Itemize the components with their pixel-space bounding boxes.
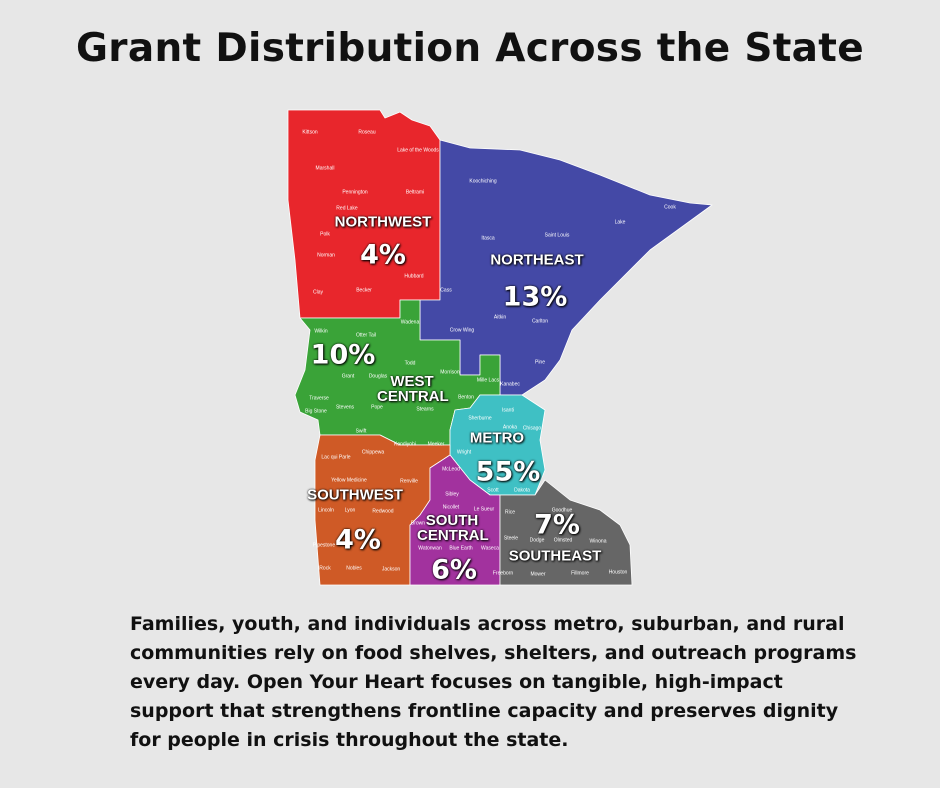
county-label: Le Sueur (474, 506, 495, 512)
county-label: Mower (530, 571, 545, 577)
county-label: Redwood (372, 508, 393, 514)
county-label: Scott (487, 487, 499, 493)
region-name: METRO (469, 429, 525, 447)
county-label: Beltrami (406, 189, 424, 195)
county-label: Sibley (445, 491, 459, 497)
county-label: Houston (609, 569, 628, 575)
county-label: Otter Tail (356, 332, 376, 338)
county-label: McLeod (442, 466, 460, 472)
county-label: Watonwan (418, 545, 442, 551)
county-label: Traverse (309, 395, 329, 401)
county-label: Pope (371, 404, 383, 410)
county-label: Norman (317, 252, 335, 258)
county-label: Kanabec (500, 381, 520, 387)
county-label: Wadena (401, 319, 420, 325)
region-name: SOUTH CENTRAL (417, 512, 489, 544)
county-label: Itasca (481, 235, 495, 241)
county-label: Cook (664, 204, 676, 210)
county-label: Marshall (316, 165, 335, 171)
county-label: Carlton (532, 318, 548, 324)
county-label: Winona (590, 538, 607, 544)
county-label: Steele (504, 535, 518, 541)
county-label: Stearns (416, 406, 434, 412)
county-label: Benton (458, 394, 474, 400)
county-label: Nobles (346, 565, 362, 571)
region-name: SOUTHEAST (508, 547, 602, 565)
region-name: WEST CENTRAL (377, 373, 449, 405)
county-label: Lac qui Parle (321, 454, 350, 460)
county-label: Jackson (382, 566, 401, 572)
county-label: Pine (535, 359, 545, 365)
region-name: NORTHWEST (334, 213, 432, 231)
county-label: Mille Lacs (477, 377, 500, 383)
region-name: NORTHEAST (490, 251, 584, 269)
county-label: Chippewa (362, 449, 384, 455)
county-label: Meeker (428, 441, 445, 447)
county-label: Lincoln (318, 507, 334, 513)
county-label: Freeborn (493, 570, 514, 576)
county-label: Isanti (502, 407, 514, 413)
county-label: Becker (356, 287, 372, 293)
county-label: Wright (457, 449, 472, 455)
county-label: Dodge (530, 537, 545, 543)
county-label: Stevens (336, 404, 355, 410)
region (409, 454, 501, 586)
county-label: Goodhue (552, 507, 573, 513)
region-percent: 55% (475, 456, 541, 488)
county-label: Yellow Medicine (331, 477, 367, 483)
county-label: Olmsted (554, 537, 573, 543)
county-label: Pipestone (313, 542, 335, 548)
county-label: Lake of the Woods (397, 147, 439, 153)
county-label: Cass (440, 287, 452, 293)
county-label: Morrison (440, 369, 460, 375)
region-name: SOUTHWEST (307, 486, 403, 504)
county-label: Wilkin (314, 328, 328, 334)
description: Families, youth, and individuals across … (130, 613, 857, 751)
county-label: Lake (615, 219, 626, 225)
county-label: Grant (342, 373, 355, 379)
county-label: Renville (400, 478, 418, 484)
county-label: Lyon (345, 507, 356, 513)
county-label: Douglas (369, 373, 388, 379)
region (499, 479, 633, 586)
county-label: Anoka (503, 424, 517, 430)
region-percent: 6% (431, 554, 477, 586)
region-percent: 13% (502, 281, 568, 313)
county-label: Kittson (302, 129, 318, 135)
county-label: Rice (505, 509, 515, 515)
county-label: Waseca (481, 545, 499, 551)
county-label: Pennington (342, 189, 368, 195)
county-label: Todd (405, 360, 416, 366)
county-label: Hubbard (404, 273, 423, 279)
county-label: Crow Wing (450, 327, 475, 333)
region-percent: 7% (534, 509, 580, 541)
county-label: Nicollet (443, 504, 460, 510)
county-label: Polk (320, 231, 330, 237)
county-label: Rock (319, 565, 331, 571)
title: Grant Distribution Across the State (76, 26, 864, 71)
county-label: Swift (356, 428, 367, 434)
county-label: Chisago (523, 425, 542, 431)
region-percent: 4% (335, 524, 381, 556)
county-label: Aitkin (494, 314, 506, 320)
county-label: Red Lake (336, 205, 358, 211)
county-label: Saint Louis (545, 232, 570, 238)
county-label: Big Stone (305, 408, 327, 414)
region-percent: 10% (310, 339, 376, 371)
county-label: Dakota (514, 487, 530, 493)
county-label: Roseau (358, 129, 375, 135)
region-percent: 4% (360, 239, 406, 271)
county-label: Blue Earth (449, 545, 473, 551)
county-label: Kandiyohi (394, 441, 416, 447)
county-label: Koochiching (469, 178, 496, 184)
county-label: Sherburne (468, 415, 492, 421)
county-label: Clay (313, 289, 324, 295)
county-label: Brown (411, 520, 425, 526)
county-label: Fillmore (571, 570, 589, 576)
